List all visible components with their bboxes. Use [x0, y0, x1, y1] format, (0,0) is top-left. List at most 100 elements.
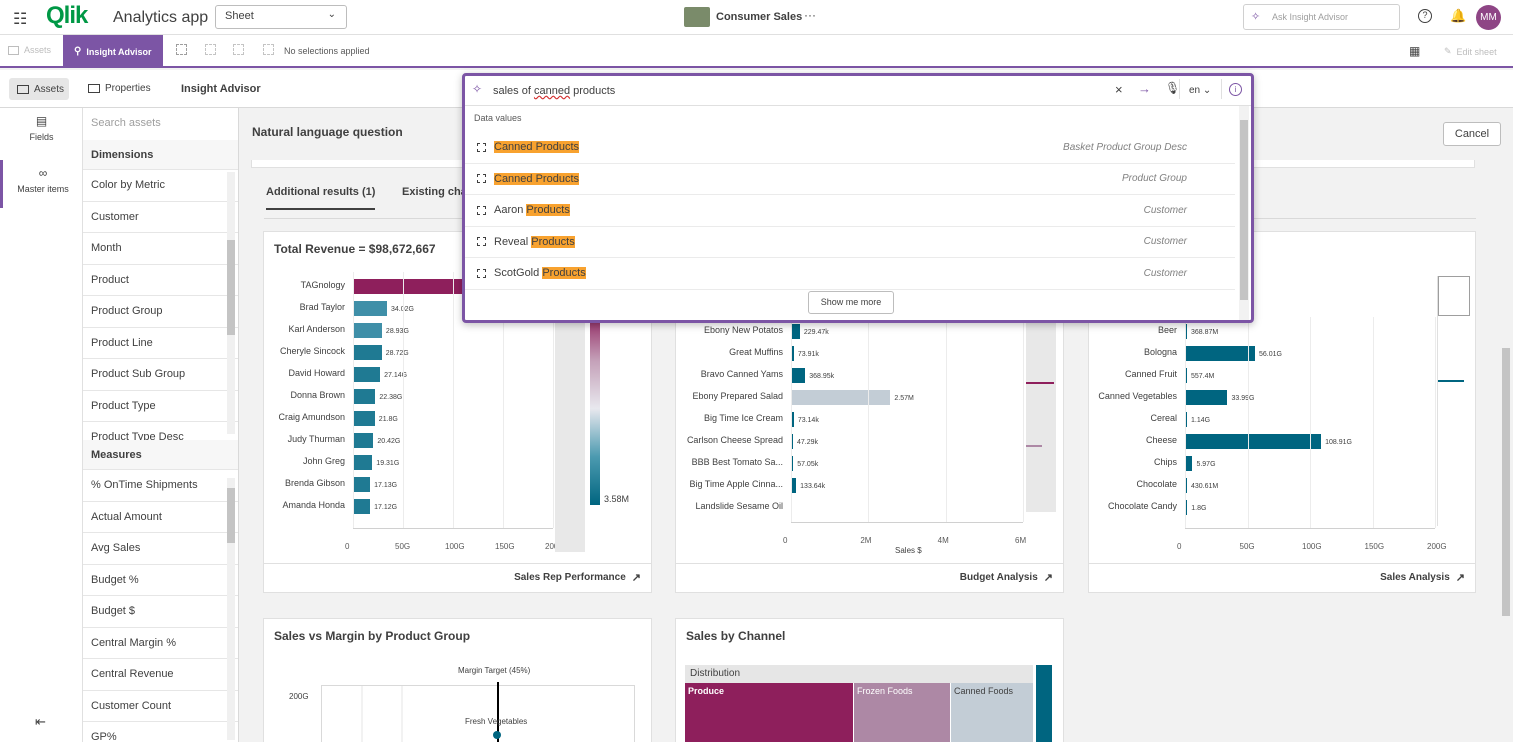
bar[interactable] [1185, 390, 1228, 405]
sheet-select[interactable]: Sheet ⌄ [215, 5, 347, 29]
bar[interactable] [353, 323, 382, 338]
search-assets-input[interactable]: Search assets [83, 108, 238, 140]
sales-rep-bar-chart[interactable]: TAGnology Brad Taylor 34.02G Karl Anderson 2… [264, 232, 653, 562]
bell-icon[interactable]: 🔔 [1450, 8, 1467, 23]
scatter-point[interactable] [493, 731, 501, 739]
external-link-icon[interactable]: ↗ [1455, 572, 1465, 584]
dimension-item[interactable]: Product Group [83, 296, 238, 328]
bar[interactable] [791, 412, 794, 427]
bar[interactable] [1185, 500, 1188, 515]
mini-chart-area[interactable] [1437, 276, 1470, 526]
external-link-icon[interactable]: ↗ [1043, 572, 1053, 584]
help-icon[interactable]: ? [1418, 9, 1432, 23]
edit-sheet-button[interactable]: ✎ Edit sheet [1444, 46, 1497, 57]
dimensions-scrollbar[interactable] [227, 172, 235, 434]
fields-tab[interactable]: ▤ Fields [0, 108, 83, 156]
bar[interactable] [791, 434, 793, 449]
properties-tab[interactable]: Properties [88, 83, 151, 94]
dimension-item[interactable]: Product Sub Group [83, 359, 238, 391]
budget-bar-chart[interactable]: Ebony New Potatos 229.47k Great Muffins 73.… [676, 232, 1065, 562]
master-items-tab[interactable]: ∞ Master items [0, 160, 83, 208]
bar[interactable] [1185, 434, 1322, 449]
bar[interactable] [791, 478, 797, 493]
bar[interactable] [353, 367, 381, 382]
bar[interactable] [791, 346, 794, 361]
dimension-item[interactable]: Color by Metric [83, 170, 238, 202]
avatar[interactable]: MM [1476, 5, 1501, 30]
measure-item[interactable]: Central Revenue [83, 659, 238, 691]
insight-advisor-button[interactable]: ⚲ Insight Advisor [63, 35, 163, 68]
measure-item[interactable]: Central Margin % [83, 628, 238, 659]
dimension-item[interactable]: Product Line [83, 328, 238, 359]
nlq-search-input[interactable]: ✧ sales of canned products × → 🎙 en ⌄ i [465, 76, 1251, 106]
collapse-icon[interactable]: ⇤ [35, 714, 46, 729]
bar[interactable] [353, 345, 382, 360]
measures-scrollbar[interactable] [227, 478, 235, 740]
bar[interactable] [1185, 368, 1187, 383]
treemap-cell-produce[interactable]: Produce [685, 683, 853, 742]
card-footer[interactable]: Budget Analysis ↗ [960, 571, 1053, 584]
dropdown-scrollbar[interactable] [1239, 106, 1249, 320]
suggestion-row[interactable]: Aaron Products Customer [465, 195, 1235, 227]
measure-item[interactable]: % OnTime Shipments [83, 470, 238, 502]
clear-icon[interactable]: × [1115, 82, 1123, 97]
dimension-item[interactable]: Product Type [83, 391, 238, 422]
measure-item[interactable]: Actual Amount [83, 502, 238, 533]
bar[interactable] [353, 455, 373, 470]
bar[interactable] [1185, 346, 1255, 361]
measure-item[interactable]: Budget % [83, 565, 238, 596]
bar[interactable] [791, 324, 800, 339]
bar[interactable] [353, 279, 463, 294]
bar[interactable] [1185, 456, 1193, 471]
bar[interactable] [353, 301, 388, 316]
qlik-logo[interactable]: Qlik [46, 2, 88, 29]
bar[interactable] [353, 411, 375, 426]
dimension-item[interactable]: Month [83, 233, 238, 265]
external-link-icon[interactable]: ↗ [631, 572, 641, 584]
microphone-icon[interactable]: 🎙 [1165, 81, 1181, 95]
app-grid-icon[interactable]: ☷ [13, 11, 28, 28]
suggestion-row[interactable]: Reveal Products Customer [465, 227, 1235, 258]
treemap-cell-frozen[interactable]: Frozen Foods [854, 683, 950, 742]
treemap-cell-canned[interactable]: Canned Foods [951, 683, 1033, 742]
sales-by-channel-card[interactable]: Sales by Channel Distribution Produce Fr… [675, 618, 1064, 742]
bar[interactable] [1185, 412, 1187, 427]
bar[interactable] [791, 368, 806, 383]
submit-arrow-icon[interactable]: → [1138, 81, 1151, 96]
bar[interactable] [791, 390, 891, 405]
bar[interactable] [1185, 478, 1187, 493]
dimension-item[interactable]: Customer [83, 202, 238, 233]
sales-margin-card[interactable]: Sales vs Margin by Product Group Margin … [263, 618, 652, 742]
sales-analysis-bar-chart[interactable]: Beer 368.87M Bologna 56.01G Canned Fruit 557.… [1089, 232, 1477, 562]
smart-search-icon[interactable] [176, 44, 187, 55]
suggestion-row[interactable]: Canned Products Product Group [465, 164, 1235, 195]
scatter-plot-area[interactable] [321, 685, 635, 742]
bar[interactable] [1185, 324, 1187, 339]
assets-tab[interactable]: Assets [9, 78, 69, 100]
main-scrollbar[interactable] [1501, 160, 1511, 742]
show-more-button[interactable]: Show me more [808, 291, 894, 314]
measure-item[interactable]: Avg Sales [83, 533, 238, 565]
dimension-item[interactable]: Product [83, 265, 238, 296]
suggestion-row[interactable]: ScotGold Products Customer [465, 258, 1235, 290]
ask-insight-advisor-input[interactable]: ✧ Ask Insight Advisor [1243, 4, 1400, 30]
measure-item[interactable]: GP% [83, 722, 238, 742]
bar[interactable] [353, 433, 374, 448]
card-footer[interactable]: Sales Analysis ↗ [1380, 571, 1465, 584]
cancel-button[interactable]: Cancel [1443, 122, 1501, 146]
tab-additional-results[interactable]: Additional results (1) [266, 186, 376, 210]
dimension-item[interactable]: Product Type Desc [83, 422, 238, 440]
more-icon[interactable]: ··· [804, 8, 816, 22]
bar[interactable] [791, 456, 794, 471]
dimensions-header[interactable]: Dimensions [83, 140, 238, 170]
bookmarks-icon[interactable]: ▦ [1409, 44, 1421, 58]
info-icon[interactable]: i [1229, 83, 1242, 96]
bar[interactable] [353, 499, 371, 514]
language-select[interactable]: en ⌄ [1189, 85, 1212, 96]
measures-header[interactable]: Measures [83, 440, 238, 470]
bar[interactable] [353, 389, 376, 404]
measure-item[interactable]: Budget $ [83, 596, 238, 628]
tab-existing-charts[interactable]: Existing char [402, 186, 462, 198]
bar[interactable] [353, 477, 371, 492]
suggestion-row[interactable]: Canned Products Basket Product Group Desc [465, 132, 1235, 164]
